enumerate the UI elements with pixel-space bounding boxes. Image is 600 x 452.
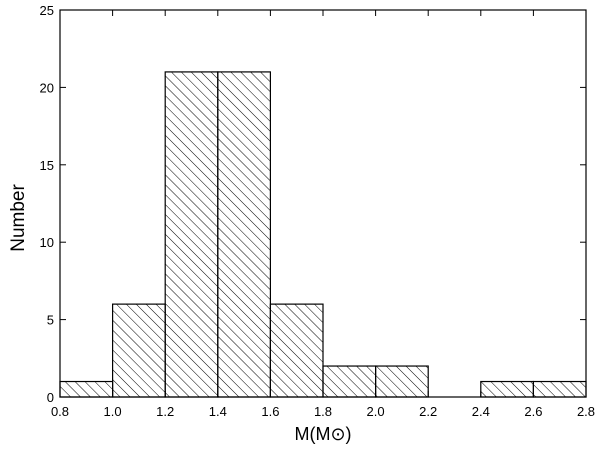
bar — [111, 303, 166, 398]
y-tick-label: 15 — [40, 158, 54, 173]
bar — [375, 365, 429, 398]
x-tick-label: 1.4 — [209, 404, 227, 419]
x-tick-label: 2.4 — [472, 404, 490, 419]
y-tick-label: 0 — [47, 390, 54, 405]
x-tick-label: 2.0 — [367, 404, 385, 419]
bar — [480, 380, 534, 398]
bar — [269, 303, 324, 398]
x-tick-label: 2.2 — [419, 404, 437, 419]
y-axis-title: Number — [8, 184, 29, 252]
y-tick-label: 25 — [40, 3, 54, 18]
bar — [217, 71, 272, 398]
y-tick-label: 5 — [47, 313, 54, 328]
x-tick-label: 2.8 — [577, 404, 595, 419]
bar — [164, 71, 219, 398]
x-tick-label: 1.6 — [261, 404, 279, 419]
x-tick-label: 1.2 — [156, 404, 174, 419]
x-axis-title: M(M⊙) — [294, 424, 351, 444]
y-tick-label: 20 — [40, 80, 54, 95]
bar — [59, 380, 114, 398]
bar — [322, 365, 377, 398]
x-tick-label: 2.6 — [524, 404, 542, 419]
x-tick-label: 1.0 — [104, 404, 122, 419]
x-tick-label: 0.8 — [51, 404, 69, 419]
bar — [532, 380, 587, 398]
y-tick-label: 10 — [40, 235, 54, 250]
x-tick-label: 1.8 — [314, 404, 332, 419]
